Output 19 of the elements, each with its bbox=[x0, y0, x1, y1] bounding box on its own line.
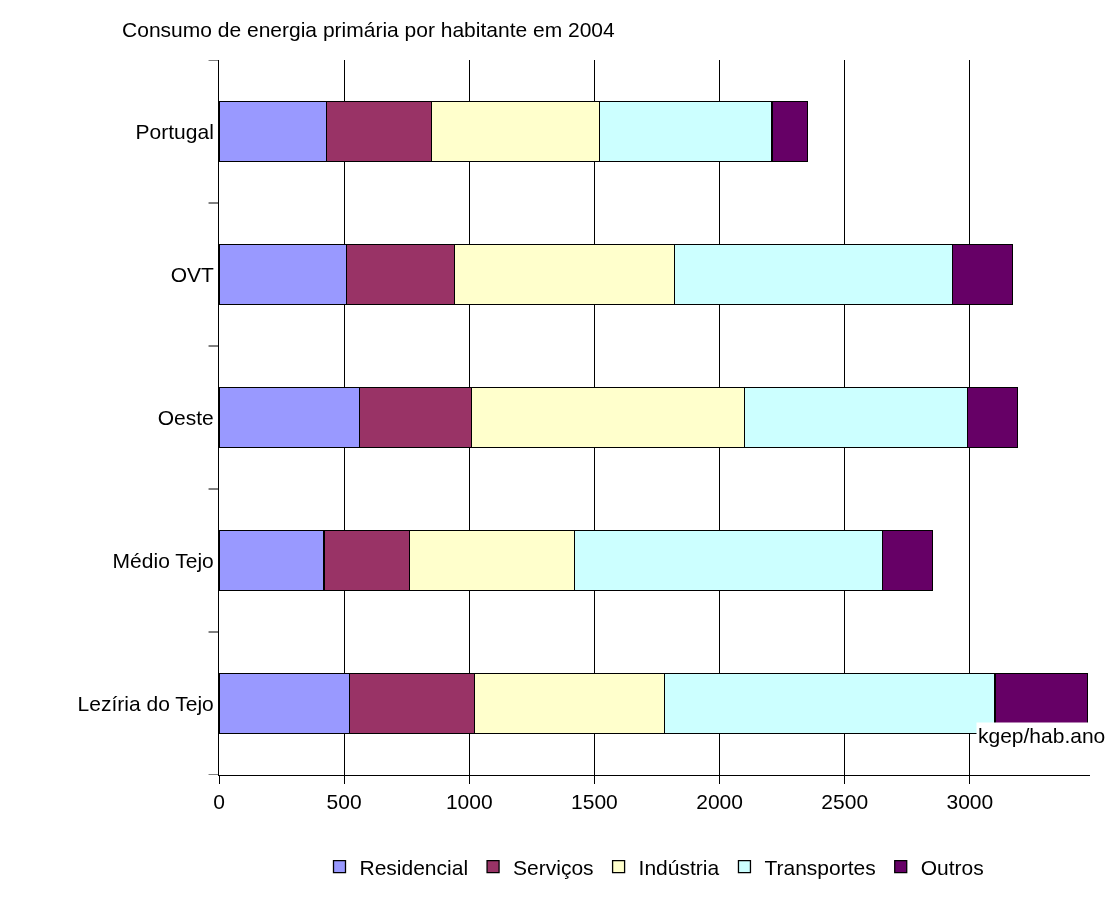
x-tick-label: 2000 bbox=[696, 790, 743, 814]
annotation: kgep/hab.ano bbox=[978, 724, 1106, 747]
x-tick-label: 1000 bbox=[445, 790, 493, 814]
x-tick-label: 0 bbox=[213, 790, 225, 814]
legend-label: Indústria bbox=[638, 855, 720, 879]
y-tick-label: Portugal bbox=[135, 119, 214, 143]
x-tick-label: 1500 bbox=[571, 790, 618, 814]
y-tick-label: Oeste bbox=[157, 405, 214, 429]
legend-label: Transportes bbox=[764, 855, 876, 879]
chart-title: Consumo de energia primária por habitante em 2004 bbox=[122, 18, 616, 42]
legend-label: Outros bbox=[920, 855, 984, 879]
x-tick-label: 3000 bbox=[946, 790, 994, 814]
legend-label: Serviços bbox=[513, 855, 594, 879]
y-tick-label: Médio Tejo bbox=[112, 548, 214, 572]
y-tick-label: Lezíria do Tejo bbox=[77, 691, 214, 715]
y-tick-label: OVT bbox=[170, 262, 214, 286]
x-tick-label: 500 bbox=[326, 790, 362, 814]
x-tick-label: 2500 bbox=[821, 790, 869, 814]
legend-label: Residencial bbox=[359, 855, 469, 879]
